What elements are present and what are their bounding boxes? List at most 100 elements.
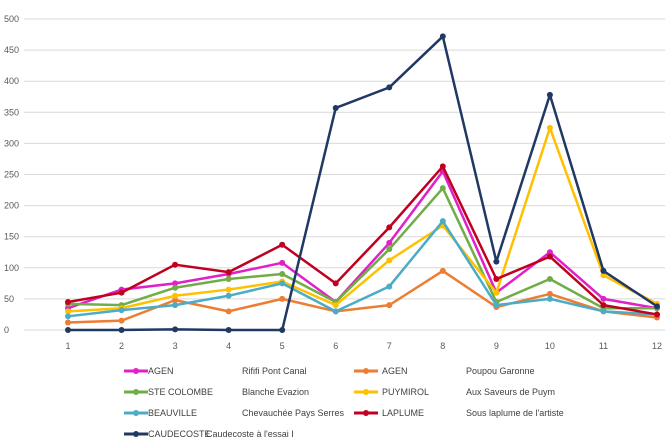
legend-entry: LAPLUME Sous laplume de l'artiste [354,408,564,418]
data-point [439,163,446,170]
data-point [386,283,393,290]
data-point [439,33,446,40]
data-point [439,185,446,192]
data-point [225,327,232,333]
data-point [546,249,553,256]
data-point [225,269,232,276]
series-line [67,170,658,310]
legend-series-name: CAUDECOSTE [148,429,211,439]
data-point [493,289,500,296]
series-2 [65,185,660,312]
data-point [172,284,179,291]
data-point [118,327,125,333]
legend-entry: AGEN Rififi Pont Canal [124,366,307,376]
legend-series-subtitle: Caudecoste à l'essai I [206,429,294,439]
data-point [546,253,553,260]
data-point [600,267,607,274]
legend-series-name: AGEN [148,366,174,376]
data-point [493,302,500,309]
series-line [68,35,658,332]
legend-marker [133,389,139,395]
legend-series-name: LAPLUME [382,408,424,418]
legend-marker [363,410,369,416]
series-line [67,269,658,324]
x-tick-label: 7 [387,341,392,351]
data-point [279,295,286,302]
x-tick-label: 2 [119,341,124,351]
x-tick-label: 3 [173,341,178,351]
y-axis-ticks: 0 50 100 150 200 250 300 350 400 450 500 [4,14,19,335]
x-tick-label: 4 [226,341,231,351]
data-point [172,326,179,333]
data-point [225,286,232,293]
data-point [600,308,607,315]
legend-marker [133,368,139,374]
data-point [332,302,339,309]
data-point [65,327,71,333]
legend-series-subtitle: Poupou Garonne [466,366,535,376]
data-point [386,257,393,264]
y-tick-label: 400 [4,76,19,86]
data-point [439,267,446,274]
data-point [65,308,71,315]
series-5 [65,163,660,318]
data-point [439,218,446,225]
legend-series-subtitle: Aux Saveurs de Puym [466,387,555,397]
data-point [118,317,125,324]
data-point [546,275,553,282]
data-point [172,280,179,287]
legend-marker [363,368,369,374]
data-point [600,302,607,309]
series-line [67,219,658,318]
series-4 [65,218,660,320]
data-point [225,308,232,315]
data-point [546,91,553,98]
data-point [279,280,286,287]
legend-marker [133,410,139,416]
series-lines [65,33,660,333]
legend-series-subtitle: Sous laplume de l'artiste [466,408,564,418]
data-point [279,271,286,278]
legend-entry: STE COLOMBE Blanche Evazion [124,387,309,397]
data-point [225,292,232,299]
data-point [279,327,286,333]
data-point [65,313,71,320]
data-point [172,297,179,304]
y-tick-label: 150 [4,232,19,242]
y-tick-label: 200 [4,201,19,211]
data-point [493,258,500,265]
data-point [654,311,660,318]
data-point [600,272,607,279]
x-tick-label: 8 [440,341,445,351]
data-point [65,319,71,326]
data-point [654,303,660,310]
legend: AGEN Rififi Pont Canal AGEN Poupou Garonne S… [124,366,564,439]
data-point [386,224,393,231]
data-point [332,104,339,111]
data-point [546,295,553,302]
legend-series-name: BEAUVILLE [148,408,197,418]
x-axis-ticks: 1 2 3 4 5 6 7 8 9 10 11 12 [65,341,662,351]
x-tick-label: 5 [280,341,285,351]
data-point [600,295,607,302]
y-tick-label: 100 [4,263,19,273]
legend-marker [363,389,369,395]
data-point [386,239,393,246]
x-tick-label: 11 [599,341,608,351]
y-tick-label: 250 [4,170,19,180]
y-tick-label: 350 [4,107,19,117]
legend-series-name: AGEN [382,366,408,376]
data-point [172,292,179,299]
y-tick-label: 300 [4,138,19,148]
y-tick-label: 0 [4,325,9,335]
series-line [67,165,658,316]
x-tick-label: 1 [65,341,70,351]
series-6 [65,33,660,333]
data-point [546,124,553,131]
data-point [279,259,286,266]
x-tick-label: 6 [333,341,338,351]
series-line [67,126,658,313]
x-tick-label: 9 [494,341,499,351]
x-tick-label: 12 [652,341,662,351]
